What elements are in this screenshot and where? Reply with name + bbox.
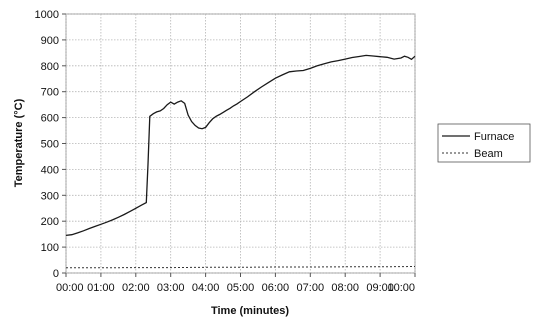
- x-axis-title: Time (minutes): [211, 305, 289, 317]
- x-axis-ticks: 00:00 01:00 02:00 03:00 04:00 05:00 06:00 07:00…: [56, 273, 416, 294]
- series: [65, 54, 416, 269]
- x-tick-label: 02:00: [122, 282, 150, 294]
- legend: Furnace Beam: [437, 123, 531, 163]
- y-tick-label: 300: [41, 190, 59, 202]
- legend-label-beam: Beam: [474, 148, 503, 160]
- series-line-furnace: [65, 54, 416, 237]
- x-tick-label: 07:00: [297, 282, 325, 294]
- y-tick-label: 0: [53, 268, 59, 280]
- legend-box: [437, 123, 531, 163]
- y-tick-label: 1000: [35, 9, 59, 21]
- x-tick-label: 00:00: [56, 282, 84, 294]
- x-tick-label: 03:00: [157, 282, 185, 294]
- x-tick-label: 01:00: [87, 282, 115, 294]
- x-tick-label: 06:00: [262, 282, 290, 294]
- y-tick-label: 800: [41, 61, 59, 73]
- x-tick-label: 10:00: [387, 282, 415, 294]
- x-tick-label: 04:00: [192, 282, 220, 294]
- legend-label-furnace: Furnace: [474, 131, 514, 143]
- y-tick-label: 400: [41, 164, 59, 176]
- y-tick-label: 900: [41, 35, 59, 47]
- x-tick-label: 09:00: [366, 282, 394, 294]
- plot-area: [65, 13, 416, 274]
- x-tick-label: 05:00: [227, 282, 255, 294]
- y-tick-label: 700: [41, 87, 59, 99]
- y-tick-label: 100: [41, 242, 59, 254]
- y-axis-title: Temperature (°C): [13, 98, 25, 187]
- x-tick-label: 08:00: [331, 282, 359, 294]
- y-tick-label: 500: [41, 139, 59, 151]
- grid: [65, 13, 416, 274]
- y-tick-label: 600: [41, 113, 59, 125]
- y-tick-label: 200: [41, 216, 59, 228]
- y-axis-ticks: 0 100 200 300 400 500 600 700 800 900 1000: [35, 9, 66, 280]
